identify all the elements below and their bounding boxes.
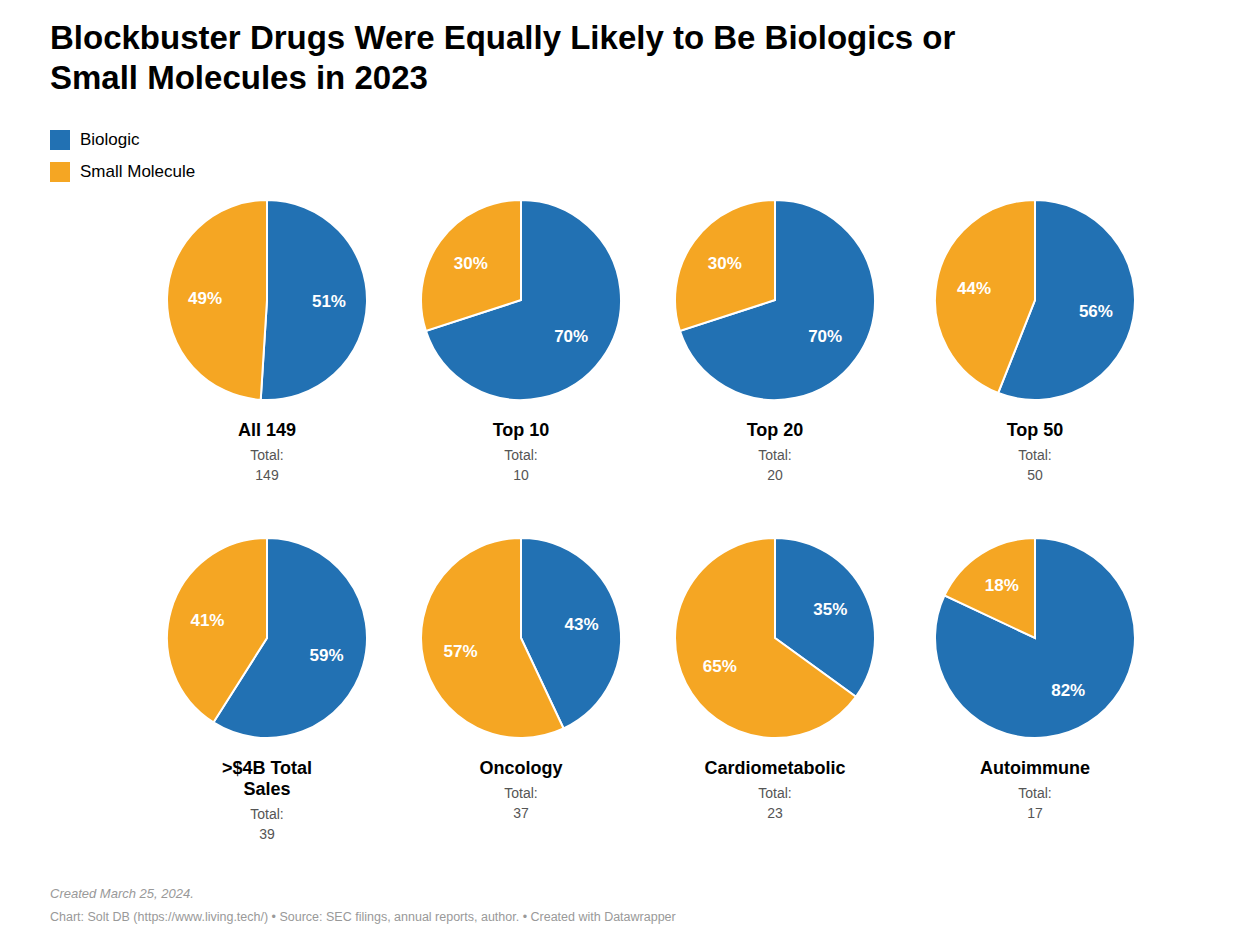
svg-text:51%: 51% [312,292,346,311]
html-text:Total:: Total: [758,785,792,801]
html-text:Small Molecules in 2023: Small Molecules in 2023 [50,59,428,96]
html-text:Total:: Total: [1018,785,1052,801]
html-text:Created March 25, 2024.: Created March 25, 2024. [50,886,194,901]
html-text:10: 10 [513,467,529,483]
svg-text:30%: 30% [454,254,488,273]
html-text:149: 149 [255,467,279,483]
svg-text:82%: 82% [1051,681,1085,700]
svg-text:41%: 41% [190,611,224,630]
svg-text:57%: 57% [443,642,477,661]
html-text:39: 39 [259,826,275,842]
svg-text:18%: 18% [985,576,1019,595]
html-text:20: 20 [767,467,783,483]
svg-text:43%: 43% [564,615,598,634]
html-text:Top 20: Top 20 [746,420,804,440]
html-text:All 149: All 149 [238,420,296,440]
svg-text:70%: 70% [808,327,842,346]
html-text:37: 37 [513,805,529,821]
html-text:Chart: Solt DB (https://www.li: Chart: Solt DB (https://www.living.tech/… [50,910,676,924]
html-text:Small Molecule: Small Molecule [80,162,196,181]
svg-text:56%: 56% [1079,302,1113,321]
html-text:Cardiometabolic: Cardiometabolic [704,758,846,778]
html-text:Autoimmune: Autoimmune [980,758,1090,778]
html-text:Total:: Total: [250,806,284,822]
html-text:Total:: Total: [1018,447,1052,463]
html-text:Total:: Total: [758,447,792,463]
html-text:Total:: Total: [504,785,538,801]
html-text:Top 10: Top 10 [492,420,550,440]
svg-text:44%: 44% [957,279,991,298]
svg-text:59%: 59% [310,646,344,665]
svg-text:49%: 49% [188,289,222,308]
html-text:Total:: Total: [504,447,538,463]
html-text:Top 50: Top 50 [1006,420,1064,440]
svg-text:30%: 30% [708,254,742,273]
svg-text:65%: 65% [703,657,737,676]
svg-text:35%: 35% [813,600,847,619]
html-text:23: 23 [767,805,783,821]
svg-text:70%: 70% [554,327,588,346]
html-text:50: 50 [1027,467,1043,483]
html-text:Oncology: Oncology [479,758,563,778]
html-text:Biologic: Biologic [80,130,140,149]
html-text:17: 17 [1027,805,1043,821]
html-text:Blockbuster Drugs Were Equally: Blockbuster Drugs Were Equally Likely to… [50,19,956,56]
html-text:>$4B Total Sales: >$4B Total Sales [221,758,313,799]
html-text:Total:: Total: [250,447,284,463]
